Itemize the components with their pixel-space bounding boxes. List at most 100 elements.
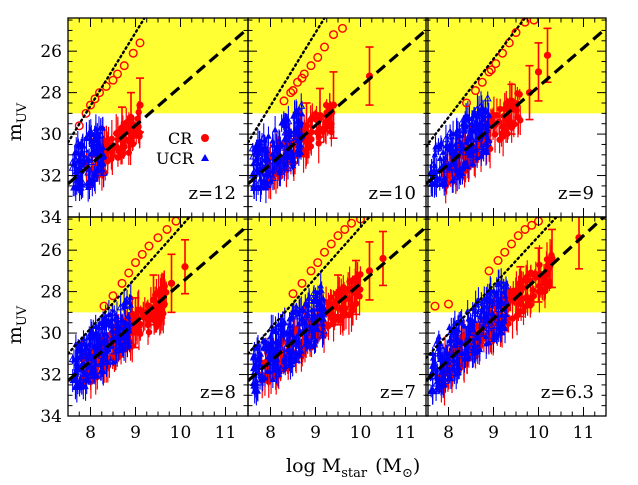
y-axis-label-top: mUV — [4, 102, 30, 141]
ucr-point — [103, 333, 112, 342]
panel-1 — [248, 18, 428, 204]
ucr-point — [102, 314, 109, 321]
ucr-point — [278, 316, 287, 325]
x-tick-label: 8 — [265, 423, 276, 443]
ucr-point — [75, 141, 85, 149]
ucr-point — [310, 334, 319, 343]
ucr-point — [278, 331, 285, 338]
cr-point — [324, 121, 331, 128]
cr-open-point — [484, 67, 494, 77]
ucr-point — [276, 367, 283, 374]
cr-point — [127, 113, 135, 122]
cr-open-point — [471, 86, 481, 96]
ucr-point — [273, 337, 280, 344]
ucr-point — [280, 151, 289, 160]
ucr-point — [259, 177, 268, 186]
ucr-point — [480, 321, 487, 328]
ucr-point — [286, 130, 294, 137]
ucr-point — [90, 174, 99, 182]
cr-open-point — [137, 249, 147, 259]
y-tick-label: 26 — [40, 241, 62, 261]
cr-open-point — [493, 256, 503, 266]
cr-point — [496, 105, 504, 113]
cr-open-point — [297, 73, 307, 83]
redshift-label: z=10 — [369, 183, 416, 204]
ucr-point — [250, 382, 257, 389]
ucr-point — [445, 360, 454, 369]
ucr-point — [78, 184, 85, 191]
ucr-point — [75, 165, 84, 174]
cr-point — [315, 126, 323, 133]
cr-open-point — [329, 30, 339, 40]
ucr-point — [97, 351, 106, 359]
cr-open-point — [313, 258, 323, 268]
cr-open-point — [491, 59, 501, 69]
cr-open-point — [326, 239, 336, 249]
ucr-point — [126, 298, 133, 305]
ucr-point — [272, 366, 279, 373]
ucr-point — [295, 337, 302, 344]
cr-open-point — [500, 247, 510, 257]
x-tick-label: 11 — [395, 423, 417, 443]
ucr-point — [487, 310, 496, 319]
cr-open-point — [511, 28, 521, 38]
ucr-point — [461, 162, 469, 169]
redshift-label: z=6.3 — [541, 382, 594, 403]
ucr-point — [81, 351, 90, 360]
ucr-point — [91, 365, 98, 372]
ucr-point — [83, 365, 92, 374]
cr-open-point — [74, 121, 84, 131]
ucr-point — [436, 384, 443, 391]
ucr-point — [439, 178, 446, 185]
ucr-point — [482, 147, 491, 155]
ucr-point — [287, 314, 295, 321]
ucr-point — [80, 155, 87, 162]
cr-point — [103, 141, 110, 148]
ucr-point — [68, 163, 77, 171]
ucr-point — [269, 375, 277, 382]
ucr-point — [307, 325, 316, 333]
ucr-point — [308, 306, 316, 313]
ucr-point — [446, 127, 455, 136]
ucr-point — [260, 337, 267, 344]
ucr-point — [117, 317, 126, 326]
ucr-point — [428, 385, 437, 394]
cr-point — [517, 117, 524, 124]
panel-2 — [426, 18, 606, 204]
ucr-point — [276, 169, 283, 176]
ucr-point — [284, 349, 293, 358]
ucr-point — [436, 155, 444, 162]
cr-point — [113, 130, 120, 137]
cr-open-point — [153, 233, 163, 243]
dotted-relation-line — [68, 18, 146, 144]
ucr-point — [80, 159, 88, 166]
ucr-point — [490, 336, 497, 343]
ucr-point — [429, 349, 436, 356]
ucr-point — [435, 143, 442, 150]
x-tick-label: 11 — [215, 423, 237, 443]
dotted-relation-line — [248, 217, 371, 356]
dashed-relation-line — [248, 224, 428, 382]
cr-open-point — [288, 86, 298, 96]
ucr-point — [318, 330, 327, 339]
ucr-point — [493, 293, 502, 301]
ucr-point — [285, 133, 294, 142]
ucr-point — [94, 167, 101, 174]
ucr-point — [463, 350, 472, 359]
x-tick-label: 8 — [85, 423, 96, 443]
ucr-point — [477, 313, 484, 320]
ucr-point — [455, 165, 464, 173]
ucr-point — [120, 345, 128, 352]
cr-point — [136, 133, 143, 140]
y-tick-label: 30 — [40, 324, 62, 344]
ucr-point — [295, 106, 304, 115]
ucr-point — [254, 387, 261, 394]
ucr-point — [258, 158, 267, 166]
cr-point — [140, 314, 147, 321]
ucr-point — [317, 311, 324, 318]
cr-open-point — [320, 247, 330, 257]
ucr-point — [250, 180, 259, 189]
cr-open-point — [135, 38, 145, 48]
ucr-point — [93, 372, 101, 379]
cr-point — [156, 315, 163, 322]
